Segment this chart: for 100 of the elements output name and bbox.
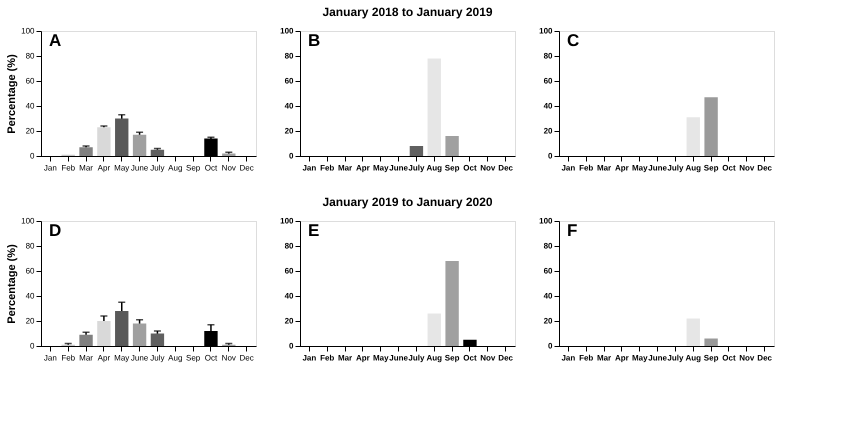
y-tick-label: 40 [26,292,36,300]
y-tick-label: 60 [544,266,554,276]
x-tick-label: Jan [44,354,57,362]
y-tick-label: 20 [284,316,294,326]
x-tick-label: July [150,164,165,172]
x-tick-label: Jan [561,354,576,362]
x-tick-label: Mar [596,354,612,362]
x-tick-label: Oct [204,354,218,362]
y-tick-label: 20 [544,126,554,136]
y-tick-label: 20 [544,316,554,326]
x-tick-label: Jan [302,354,316,362]
x-tick-label: July [408,164,425,172]
y-tick-label: 80 [284,52,294,60]
annotation: C [567,31,580,50]
x-tick-label: Jan [44,164,57,172]
x-tick-label: May [372,354,390,362]
y-tick-label: 80 [544,242,554,250]
x-tick-label: Oct [463,354,477,362]
annotation: D [49,221,62,240]
x-tick-label: Nov [739,354,755,362]
x-tick-label: Oct [463,164,477,172]
x-tick-label: May [372,164,390,172]
x-tick-label: Aug [168,354,182,362]
x-tick-label: July [150,354,165,362]
bar [410,146,424,156]
bar [79,147,93,156]
x-tick-label: Mar [79,354,94,362]
x-tick-label: Jan [561,164,576,172]
annotation: E [308,221,320,240]
y-axis-title: Percentage (%) [6,244,18,324]
y-tick-label: 40 [284,102,294,110]
x-tick-label: Feb [579,354,594,362]
y-tick-label: 100 [539,26,554,36]
x-tick-label: Dec [757,164,773,172]
x-tick-label: June [648,164,668,172]
x-tick-label: Sep [186,164,201,172]
y-tick-label: 0 [548,342,554,350]
annotation: F [567,221,578,240]
y-tick-label: 60 [26,76,36,86]
bar [97,321,111,346]
x-tick-label: Sep [444,164,460,172]
y-tick-label: 0 [289,342,294,350]
x-tick-label: May [114,354,130,362]
y-tick-label: 40 [284,292,294,300]
y-tick-label: 80 [544,52,554,60]
x-tick-label: Nov [739,164,755,172]
x-tick-label: Jan [302,164,316,172]
chart-title: January 2018 to January 2019 [322,5,493,19]
x-tick-label: Oct [722,354,736,362]
x-tick-label: June [130,164,149,172]
bar [132,324,146,346]
y-tick-label: 20 [26,126,36,136]
x-tick-label: Dec [498,164,514,172]
bar [97,127,111,156]
x-tick-label: Dec [498,354,514,362]
x-tick-label: Apr [98,164,110,172]
x-tick-label: July [667,354,684,362]
y-tick-label: 40 [544,292,554,300]
y-tick-label: 60 [284,76,294,86]
x-tick-label: Nov [480,164,496,172]
y-axis-title: Percentage (%) [6,54,18,134]
bar [445,136,459,156]
y-tick-label: 60 [284,266,294,276]
y-tick-label: 40 [544,102,554,110]
x-tick-label: May [632,354,648,362]
x-tick-label: Nov [222,354,236,362]
bar [132,134,146,156]
annotation: B [308,31,320,50]
x-tick-label: Sep [704,164,719,172]
bar [79,334,93,346]
bar [428,58,441,156]
x-tick-label: Feb [579,164,594,172]
y-tick-label: 80 [26,242,36,250]
y-tick-label: 80 [284,242,294,250]
x-tick-label: Apr [98,354,110,362]
y-tick-label: 40 [26,102,36,110]
annotation: A [49,31,62,50]
y-tick-label: 0 [30,342,36,350]
x-tick-label: Feb [320,354,334,362]
x-tick-label: June [130,354,149,362]
x-tick-label: Aug [426,164,442,172]
x-tick-label: Mar [596,164,612,172]
y-tick-label: 80 [26,52,36,60]
y-tick-label: 20 [284,126,294,136]
x-tick-label: Aug [426,354,442,362]
y-tick-label: 100 [539,216,554,226]
x-tick-label: Apr [615,164,629,172]
x-tick-label: May [114,164,130,172]
x-tick-label: Sep [444,354,460,362]
x-tick-label: Apr [356,164,370,172]
x-tick-label: Mar [79,164,94,172]
x-tick-label: July [667,164,684,172]
x-tick-label: Mar [338,164,352,172]
x-tick-label: June [648,354,668,362]
x-tick-label: Nov [480,354,496,362]
y-tick-label: 100 [280,26,294,36]
y-tick-label: 0 [289,152,294,160]
x-tick-label: June [389,164,408,172]
x-tick-label: Oct [204,164,218,172]
y-tick-label: 60 [26,266,36,276]
